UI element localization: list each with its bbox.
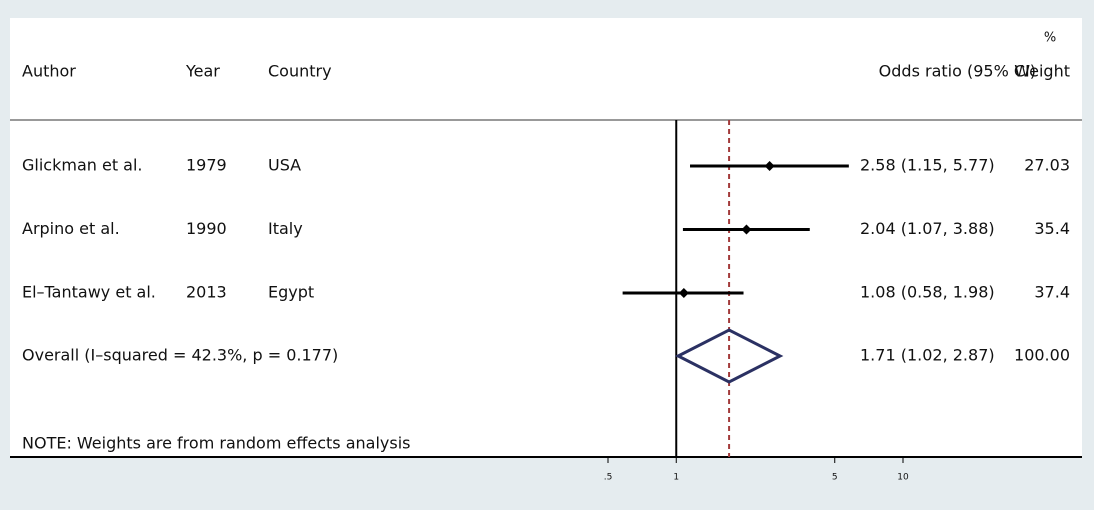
plot-background xyxy=(10,18,1082,458)
author: El–Tantawy et al. xyxy=(22,283,156,302)
x-tick-label: 1 xyxy=(673,473,679,483)
x-tick-label: 5 xyxy=(832,473,838,483)
col-country: Country xyxy=(268,62,332,81)
or-ci: 1.08 (0.58, 1.98) xyxy=(860,283,995,302)
country: Egypt xyxy=(268,283,314,302)
overall-label: Overall (I–squared = 42.3%, p = 0.177) xyxy=(22,346,338,365)
year: 1979 xyxy=(186,156,227,175)
year: 1990 xyxy=(186,219,227,238)
author: Glickman et al. xyxy=(22,156,143,175)
weight: 35.4 xyxy=(1034,219,1070,238)
point-estimate xyxy=(741,224,752,235)
overall-weight: 100.00 xyxy=(1014,346,1070,365)
x-tick-label: .5 xyxy=(604,473,613,483)
country: USA xyxy=(268,156,301,175)
overall-or-ci: 1.71 (1.02, 2.87) xyxy=(860,346,995,365)
overall-diamond xyxy=(674,328,784,384)
col-author: Author xyxy=(22,62,76,81)
point-estimate xyxy=(678,288,689,298)
note: NOTE: Weights are from random effects an… xyxy=(22,434,411,453)
col-weight-top: % xyxy=(1044,31,1056,46)
country: Italy xyxy=(268,219,303,238)
point-estimate xyxy=(764,161,775,171)
weight: 27.03 xyxy=(1024,156,1070,175)
weight: 37.4 xyxy=(1034,283,1070,302)
col-year: Year xyxy=(185,62,220,81)
year: 2013 xyxy=(186,283,227,302)
x-tick-label: 10 xyxy=(897,473,909,483)
or-ci: 2.58 (1.15, 5.77) xyxy=(860,156,995,175)
col-weight: Weight xyxy=(1014,62,1070,81)
col-or: Odds ratio (95% CI) xyxy=(879,62,1036,81)
author: Arpino et al. xyxy=(22,219,120,238)
or-ci: 2.04 (1.07, 3.88) xyxy=(860,219,995,238)
